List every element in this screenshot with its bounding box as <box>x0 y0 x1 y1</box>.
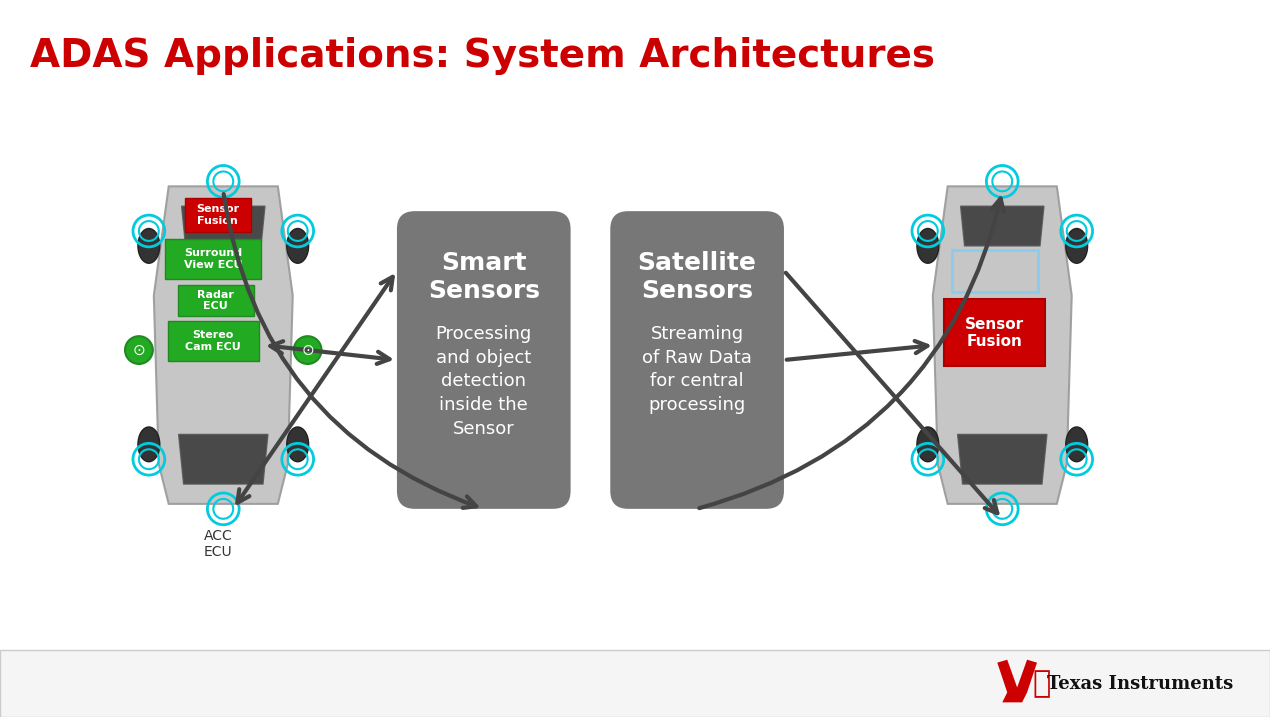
Text: Sensor
Fusion: Sensor Fusion <box>965 317 1024 349</box>
Circle shape <box>125 336 152 364</box>
Text: Surround
View ECU: Surround View ECU <box>183 248 242 269</box>
Text: 🔴: 🔴 <box>1033 669 1051 698</box>
Text: ACC
ECU: ACC ECU <box>204 528 233 559</box>
Text: Satellite
Sensors: Satellite Sensors <box>637 251 756 302</box>
FancyBboxPatch shape <box>397 211 571 509</box>
Text: Smart
Sensors: Smart Sensors <box>428 251 540 302</box>
Ellipse shape <box>916 427 938 462</box>
Text: Processing
and object
detection
inside the
Sensor: Processing and object detection inside t… <box>435 325 532 438</box>
Text: Sensor
Fusion: Sensor Fusion <box>196 204 239 226</box>
Polygon shape <box>997 660 1037 702</box>
Polygon shape <box>154 186 293 504</box>
Text: Texas Instruments: Texas Instruments <box>1047 675 1233 693</box>
Ellipse shape <box>1066 228 1088 264</box>
FancyBboxPatch shape <box>178 284 253 316</box>
FancyBboxPatch shape <box>611 211 783 509</box>
Ellipse shape <box>138 228 160 264</box>
Circle shape <box>293 336 321 364</box>
FancyBboxPatch shape <box>184 198 251 232</box>
Ellipse shape <box>1066 427 1088 462</box>
Polygon shape <box>957 434 1047 484</box>
Polygon shape <box>182 206 265 246</box>
Text: Streaming
of Raw Data
for central
processing: Streaming of Raw Data for central proces… <box>643 325 753 414</box>
FancyBboxPatch shape <box>0 649 1270 717</box>
Ellipse shape <box>287 427 308 462</box>
Polygon shape <box>179 434 268 484</box>
FancyBboxPatch shape <box>168 321 259 361</box>
Text: ⊙: ⊙ <box>133 343 146 358</box>
Text: ⊙: ⊙ <box>301 343 314 358</box>
Text: Stereo
Cam ECU: Stereo Cam ECU <box>186 330 241 352</box>
FancyBboxPatch shape <box>943 300 1044 366</box>
FancyBboxPatch shape <box>165 239 261 279</box>
Text: Radar
ECU: Radar ECU <box>197 289 234 311</box>
Ellipse shape <box>138 427 160 462</box>
Text: ADAS Applications: System Architectures: ADAS Applications: System Architectures <box>29 37 934 76</box>
Ellipse shape <box>916 228 938 264</box>
Polygon shape <box>933 186 1071 504</box>
Ellipse shape <box>287 228 308 264</box>
Polygon shape <box>960 206 1044 246</box>
